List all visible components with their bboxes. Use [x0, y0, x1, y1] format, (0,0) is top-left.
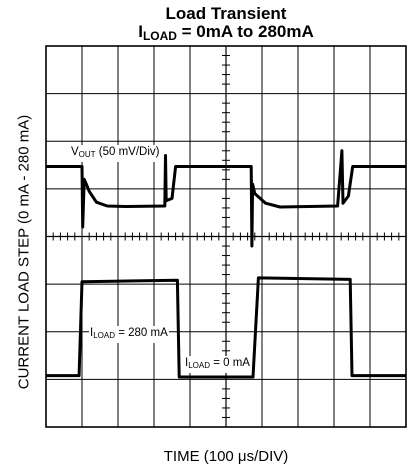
annotation-vout-sub: OUT — [78, 150, 96, 159]
chart-subtitle: ILOAD = 0mA to 280mA — [46, 22, 406, 46]
annotation-iload-high-sub: LOAD — [93, 331, 115, 340]
x-axis-label: TIME (100 μs/DIV) — [163, 448, 289, 465]
annotation-iload-low-sub: LOAD — [188, 361, 210, 370]
annotation-vout-rest: (50 mV/Div) — [95, 146, 160, 158]
annotation-iload-low-prefix: I — [185, 357, 189, 369]
annotation-iload-low: ILOAD = 0 mA — [184, 356, 251, 373]
annotation-vout-prefix: V — [71, 146, 79, 158]
annotation-iload-high-rest: = 280 mA — [115, 327, 168, 339]
annotation-iload-high: ILOAD = 280 mA — [89, 326, 169, 343]
subtitle-subscript: LOAD — [142, 29, 177, 43]
subtitle-rest: = 0mA to 280mA — [176, 22, 314, 41]
subtitle-prefix: I — [138, 22, 143, 41]
series-trace-vout — [46, 149, 406, 248]
annotation-iload-high-prefix: I — [90, 327, 94, 339]
annotation-iload-low-rest: = 0 mA — [210, 357, 250, 369]
chart-title: Load Transient — [165, 4, 287, 23]
annotation-vout: VOUT (50 mV/Div) — [70, 145, 161, 162]
series-trace-iload — [46, 276, 406, 379]
